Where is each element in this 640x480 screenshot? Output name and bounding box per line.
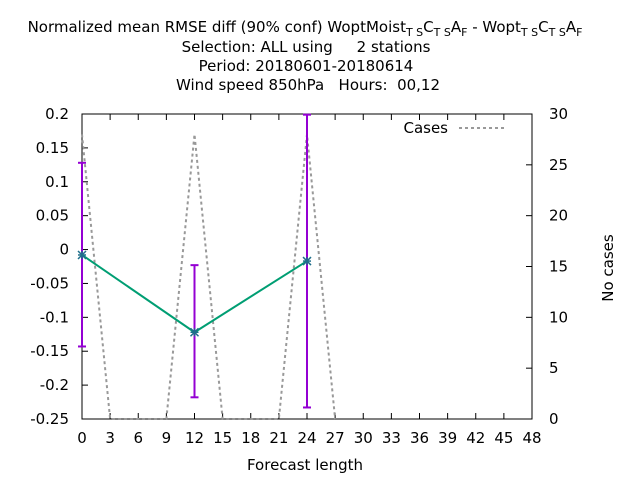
title-sub: T S — [433, 26, 451, 39]
legend: Cases — [403, 119, 506, 137]
y2-tick-label: 20 — [549, 207, 568, 225]
y-tick-label: 0.05 — [36, 207, 69, 225]
title-prefix: Normalized mean RMSE diff (90% conf) Wop… — [28, 18, 406, 36]
y-tick-label: -0.2 — [40, 376, 69, 394]
y-tick-label: 0 — [59, 241, 69, 259]
title-main: C — [423, 18, 433, 36]
x-tick-label: 30 — [354, 429, 373, 447]
x-tick-label: 24 — [297, 429, 316, 447]
x-tick-label: 21 — [269, 429, 288, 447]
y2-tick-label: 15 — [549, 258, 568, 276]
series-line-cases — [81, 134, 337, 420]
title-sub: F — [576, 26, 582, 39]
y-tick-label: 0.15 — [36, 139, 69, 157]
x-tick-label: 6 — [133, 429, 143, 447]
data-point — [189, 327, 200, 337]
title-line-3: Period: 20180601-20180614 — [199, 57, 414, 75]
y-tick-label: -0.1 — [40, 308, 69, 326]
x-tick-label: 39 — [438, 429, 457, 447]
x-tick-label: 36 — [410, 429, 429, 447]
data-point — [77, 250, 87, 260]
series-layer — [77, 113, 337, 420]
x-axis-title: Forecast length — [247, 456, 363, 474]
title-sub: T S — [405, 26, 423, 39]
y2-tick-label: 10 — [549, 308, 568, 326]
x-tick-label: 27 — [326, 429, 345, 447]
x-tick-label: 18 — [241, 429, 260, 447]
x-tick-label: 45 — [494, 429, 513, 447]
x-tick-label: 48 — [522, 429, 541, 447]
title-mid: - Wopt — [467, 18, 521, 36]
title-line-2: Selection: ALL using 2 stations — [182, 38, 431, 56]
title-line-1: Normalized mean RMSE diff (90% conf) Wop… — [28, 18, 583, 39]
data-point — [302, 256, 312, 266]
y2-tick-label: 0 — [549, 410, 559, 428]
y2-axis-title: No cases — [599, 234, 617, 302]
x-tick-label: 15 — [213, 429, 232, 447]
title-line-4: Wind speed 850hPa Hours: 00,12 — [176, 76, 440, 94]
title-sub: T S — [548, 26, 566, 39]
title-main: A — [451, 18, 462, 36]
y-tick-label: -0.05 — [30, 274, 69, 292]
y2-tick-label: 25 — [549, 156, 568, 174]
y-tick-label: -0.15 — [30, 342, 69, 360]
legend-label-cases: Cases — [403, 119, 448, 137]
y2-tick-label: 30 — [549, 105, 568, 123]
title-sub: F — [461, 26, 467, 39]
y-tick-label: -0.25 — [30, 410, 69, 428]
x-tick-label: 12 — [185, 429, 204, 447]
x-tick-label: 0 — [77, 429, 87, 447]
y-tick-label: 0.1 — [45, 173, 69, 191]
axis-tick-labels: 0 3 6 9 12 15 18 21 24 27 30 33 36 39 42 45 480.20.150.1… — [30, 105, 568, 447]
title-sub: T S — [520, 26, 538, 39]
y-tick-label: 0.2 — [45, 105, 69, 123]
x-tick-label: 9 — [162, 429, 172, 447]
chart-title: Normalized mean RMSE diff (90% conf) Wop… — [28, 18, 583, 94]
y2-tick-label: 5 — [549, 359, 559, 377]
title-main: C — [538, 18, 548, 36]
title-main: A — [566, 18, 577, 36]
x-tick-label: 33 — [382, 429, 401, 447]
x-tick-label: 3 — [105, 429, 115, 447]
x-tick-label: 42 — [466, 429, 485, 447]
